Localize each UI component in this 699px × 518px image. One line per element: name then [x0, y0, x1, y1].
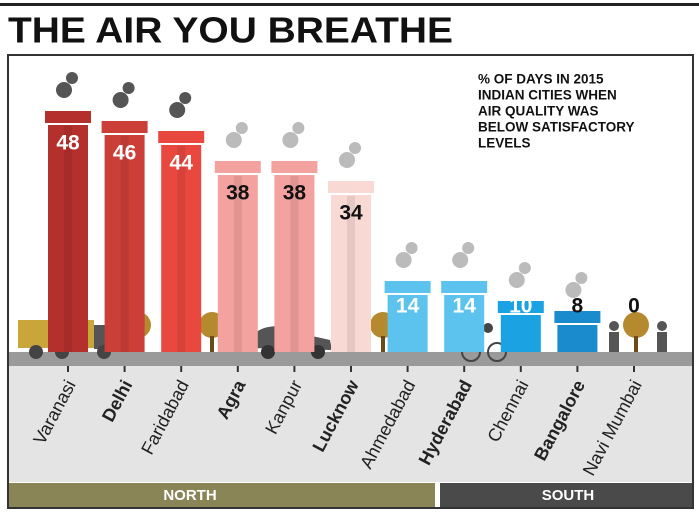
value-label: 14: [453, 295, 477, 318]
ground: [9, 352, 692, 366]
chimney-cap: [326, 179, 376, 195]
chimney-cap: [382, 279, 433, 295]
annotation-line: LEVELS: [478, 136, 531, 151]
smoke: [66, 72, 78, 84]
tree: [381, 336, 385, 352]
value-label: 0: [628, 295, 640, 318]
chimney-body: [161, 132, 202, 352]
value-label: 46: [113, 142, 136, 165]
value-label: 34: [339, 202, 363, 225]
top-rule: [0, 3, 699, 6]
smoke: [452, 252, 469, 268]
chimney: [495, 262, 546, 352]
chimney-shade: [233, 176, 242, 352]
smoke: [179, 92, 192, 104]
cyclist: [483, 323, 493, 333]
chimney-shade: [64, 126, 72, 352]
smoke: [508, 272, 525, 288]
smoke: [349, 142, 361, 154]
smoke: [225, 132, 242, 148]
region-label: SOUTH: [542, 487, 595, 504]
annotation-line: AIR QUALITY WAS: [478, 104, 599, 119]
chimney-cap: [552, 309, 603, 325]
chimney-shade: [177, 146, 186, 352]
region-band: [9, 483, 435, 507]
chimney-cap: [99, 119, 150, 135]
smoke: [122, 82, 135, 94]
chimney: [156, 92, 207, 352]
value-label: 14: [396, 295, 420, 318]
value-label: 44: [170, 152, 194, 175]
value-label: 8: [572, 295, 584, 318]
wheel: [311, 345, 325, 359]
smoke: [56, 82, 72, 98]
value-label: 10: [509, 295, 532, 318]
annotation-line: INDIAN CITIES WHEN: [478, 88, 617, 103]
chimney-body: [104, 122, 145, 352]
value-label: 38: [226, 182, 250, 205]
smoke: [169, 102, 186, 118]
chimney: [99, 82, 150, 352]
chart-title: THE AIR YOU BREATHE: [8, 10, 453, 51]
chimney-cap: [495, 299, 546, 315]
chimney-cap: [156, 129, 207, 145]
smoke: [575, 272, 588, 284]
label-area: [9, 366, 692, 482]
smoke: [235, 122, 248, 134]
chimney-body: [217, 162, 258, 352]
chimney-shade: [347, 196, 355, 352]
smoke: [395, 252, 412, 268]
chimney: [439, 242, 490, 352]
tree: [210, 336, 214, 352]
chimney: [43, 72, 93, 352]
value-label: 48: [56, 132, 80, 155]
value-label: 38: [283, 182, 307, 205]
chimney: [212, 122, 263, 352]
chimney-cap: [212, 159, 263, 175]
smoke: [462, 242, 475, 254]
smoke: [565, 282, 582, 298]
chimney-cap: [439, 279, 490, 295]
person: [609, 332, 619, 352]
person: [657, 321, 667, 331]
chimney-body: [331, 182, 371, 352]
tree: [623, 312, 649, 338]
tree: [634, 336, 638, 352]
smoke: [405, 242, 418, 254]
chimney: [382, 242, 433, 352]
chimney: [326, 142, 376, 352]
smoke: [518, 262, 531, 274]
chimney-body: [274, 162, 315, 352]
chimney: [269, 122, 320, 352]
region-band: [440, 483, 692, 507]
person: [657, 332, 667, 352]
annotation-line: % OF DAYS IN 2015: [478, 72, 604, 87]
chimney-cap: [43, 109, 93, 125]
chimney: [552, 272, 603, 352]
chimney-cap: [269, 159, 320, 175]
region-label: NORTH: [163, 487, 216, 504]
chimney-shade: [120, 136, 129, 352]
wheel: [261, 345, 275, 359]
chimney-body: [48, 112, 88, 352]
chimney-shade: [290, 176, 299, 352]
smoke: [339, 152, 355, 168]
person: [609, 321, 619, 331]
annotation-line: BELOW SATISFACTORY: [478, 120, 635, 135]
smoke: [292, 122, 305, 134]
wheel: [29, 345, 43, 359]
smoke: [112, 92, 129, 108]
smoke: [282, 132, 299, 148]
